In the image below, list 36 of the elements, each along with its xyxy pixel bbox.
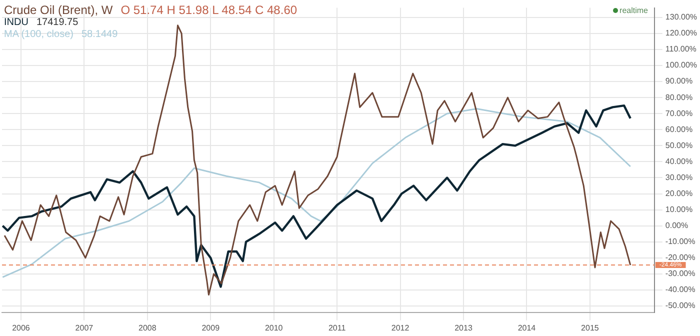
text: MA (100, close) (4, 29, 74, 40)
text: INDU (4, 17, 28, 28)
annotation: 58.1449 (81, 29, 118, 40)
x-tick-label: 2015 (581, 323, 600, 332)
y-tick-label: 110.00% (665, 44, 696, 54)
x-tick-label: 2006 (12, 323, 30, 332)
y-tick-label: 60.00% (665, 124, 693, 134)
x-tick-label: 2009 (202, 323, 220, 332)
y-tick-label: 20.00% (665, 188, 693, 198)
annotation: O 51.74 H 51.98 L 48.54 C 48.60 (120, 3, 298, 17)
annotation: 17419.75 (36, 17, 78, 28)
y-tick-label: -40.00% (665, 285, 696, 294)
x-tick-label: 2012 (391, 323, 410, 332)
y-tick-label: 70.00% (665, 108, 693, 118)
x-tick-label: 2010 (264, 323, 284, 332)
x-tick-label: 2013 (454, 323, 473, 332)
y-tick-label: 0.00% (665, 221, 688, 230)
x-tick-label: 2008 (138, 323, 157, 332)
y-tick-label: 80.00% (665, 92, 693, 102)
y-tick-label: -30.00% (665, 269, 696, 278)
y-tick-label: 40.00% (665, 156, 693, 166)
y-tick-label: 30.00% (665, 172, 693, 182)
y-tick-label: -20.00% (665, 253, 696, 262)
y-tick-label: 10.00% (665, 205, 693, 214)
y-tick-label: 50.00% (665, 140, 693, 150)
x-tick-label: 2011 (328, 323, 346, 332)
y-tick-label: 90.00% (665, 76, 693, 86)
y-tick-label: 130.00% (665, 12, 698, 22)
annotation: realtime (610, 6, 650, 15)
y-tick-label: -10.00% (665, 237, 696, 246)
text: Crude Oil (Brent), W (4, 3, 113, 17)
x-tick-label: 2014 (518, 323, 536, 332)
y-tick-label: 120.00% (665, 28, 698, 38)
y-tick-label: -50.00% (665, 301, 696, 310)
x-tick-label: 2007 (75, 323, 94, 332)
y-tick-label: 100.00% (665, 60, 698, 70)
